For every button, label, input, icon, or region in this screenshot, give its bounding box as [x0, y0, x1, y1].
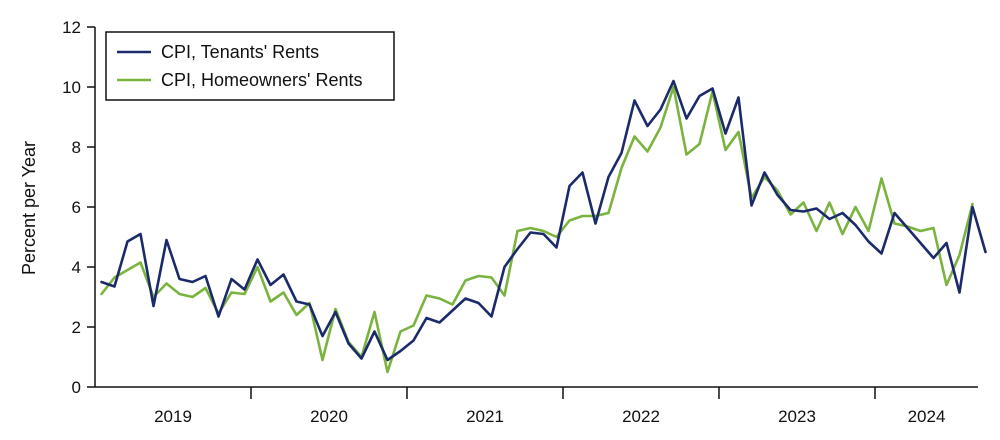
legend-label-homeowners: CPI, Homeowners' Rents	[161, 70, 363, 90]
legend-box	[105, 31, 395, 101]
x-axis: 2019 2020 2021 2022 2023 2024	[95, 386, 978, 426]
x-tick-label: 2019	[154, 407, 192, 426]
series-line-tenants-rents	[100, 79, 987, 362]
y-tick-label: 10	[62, 78, 81, 97]
series-layer	[100, 79, 987, 374]
y-tick-label: 4	[72, 258, 81, 277]
x-tick-label: 2021	[466, 407, 504, 426]
series-line-homeowners-rents	[100, 85, 974, 374]
legend: CPI, Tenants' Rents CPI, Homeowners' Ren…	[105, 31, 395, 101]
y-tick-label: 12	[62, 18, 81, 37]
x-tick-label: 2023	[778, 407, 816, 426]
y-tick-label: 8	[72, 138, 81, 157]
y-axis: 0 2 4 6 8 10 12	[62, 18, 96, 397]
x-tick-label: 2020	[310, 407, 348, 426]
x-tick-label: 2024	[908, 407, 946, 426]
y-tick-label: 2	[72, 318, 81, 337]
y-axis-title: Percent per Year	[19, 141, 39, 275]
legend-label-tenants: CPI, Tenants' Rents	[161, 42, 319, 62]
x-tick-label: 2022	[622, 407, 660, 426]
y-tick-label: 6	[72, 198, 81, 217]
y-tick-label: 0	[72, 378, 81, 397]
